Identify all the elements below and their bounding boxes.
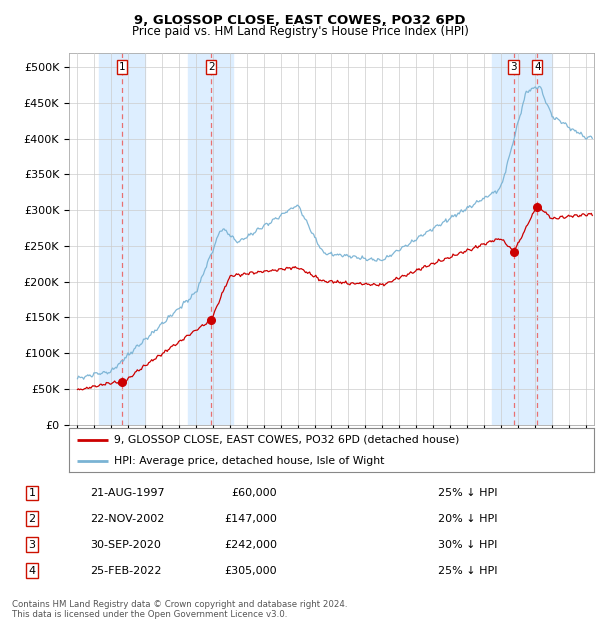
Text: 4: 4 xyxy=(534,62,541,72)
Text: 22-NOV-2002: 22-NOV-2002 xyxy=(90,514,164,524)
Text: 20% ↓ HPI: 20% ↓ HPI xyxy=(438,514,498,524)
Text: 21-AUG-1997: 21-AUG-1997 xyxy=(90,488,164,498)
Text: £60,000: £60,000 xyxy=(232,488,277,498)
Text: 9, GLOSSOP CLOSE, EAST COWES, PO32 6PD (detached house): 9, GLOSSOP CLOSE, EAST COWES, PO32 6PD (… xyxy=(113,435,459,445)
Text: 3: 3 xyxy=(510,62,517,72)
Text: 3: 3 xyxy=(29,540,35,550)
Text: 4: 4 xyxy=(29,566,36,576)
Text: 25% ↓ HPI: 25% ↓ HPI xyxy=(438,488,498,498)
Text: 25-FEB-2022: 25-FEB-2022 xyxy=(90,566,161,576)
Text: 1: 1 xyxy=(29,488,35,498)
Text: 2: 2 xyxy=(208,62,214,72)
Bar xyxy=(100,53,145,425)
Text: £242,000: £242,000 xyxy=(224,540,277,550)
Text: 30% ↓ HPI: 30% ↓ HPI xyxy=(438,540,497,550)
Text: 1: 1 xyxy=(119,62,125,72)
Text: Contains HM Land Registry data © Crown copyright and database right 2024.
This d: Contains HM Land Registry data © Crown c… xyxy=(12,600,347,619)
Text: 30-SEP-2020: 30-SEP-2020 xyxy=(90,540,161,550)
Text: Price paid vs. HM Land Registry's House Price Index (HPI): Price paid vs. HM Land Registry's House … xyxy=(131,25,469,38)
Text: £305,000: £305,000 xyxy=(224,566,277,576)
Text: 9, GLOSSOP CLOSE, EAST COWES, PO32 6PD: 9, GLOSSOP CLOSE, EAST COWES, PO32 6PD xyxy=(134,14,466,27)
Text: 2: 2 xyxy=(29,514,36,524)
Text: 25% ↓ HPI: 25% ↓ HPI xyxy=(438,566,498,576)
Bar xyxy=(188,53,233,425)
Text: HPI: Average price, detached house, Isle of Wight: HPI: Average price, detached house, Isle… xyxy=(113,456,384,466)
Text: £147,000: £147,000 xyxy=(224,514,277,524)
Bar xyxy=(493,53,551,425)
